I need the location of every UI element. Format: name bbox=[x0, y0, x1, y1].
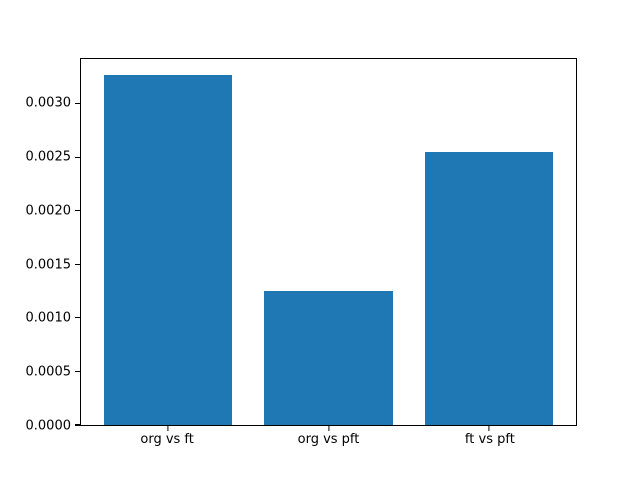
x-tick-mark bbox=[327, 426, 330, 431]
y-axis: 0.0000 0.0005 0.0010 0.0015 0.0020 0.0025 0.00… bbox=[0, 58, 72, 433]
y-tick-mark bbox=[75, 263, 80, 265]
y-tick-label: 0.0025 bbox=[25, 149, 72, 165]
bar-3 bbox=[424, 152, 554, 425]
y-tick-label: 0.0005 bbox=[25, 364, 72, 380]
bar-1 bbox=[103, 75, 233, 425]
y-tick-mark bbox=[75, 317, 80, 319]
plot-area bbox=[75, 58, 577, 431]
x-axis: org vs ft org vs pft ft vs pft bbox=[80, 431, 577, 451]
y-tick-label: 0.0010 bbox=[25, 310, 72, 326]
x-tick-mark bbox=[488, 426, 490, 431]
y-tick-label: 0.0030 bbox=[25, 95, 72, 111]
y-tick-mark bbox=[75, 424, 80, 426]
bar-2 bbox=[264, 291, 393, 425]
y-tick-mark bbox=[75, 370, 80, 372]
y-tick-mark bbox=[75, 156, 80, 158]
y-tick-label: 0.0000 bbox=[25, 418, 72, 434]
y-tick-mark bbox=[75, 210, 80, 212]
y-tick-label: 0.0015 bbox=[25, 257, 72, 273]
x-tick-label: org vs ft bbox=[140, 432, 194, 447]
y-tick-label: 0.0020 bbox=[25, 203, 72, 219]
x-tick-label: ft vs pft bbox=[464, 432, 515, 447]
y-tick-mark bbox=[75, 103, 80, 105]
x-tick-mark bbox=[167, 426, 169, 431]
x-tick-label: org vs pft bbox=[297, 432, 360, 447]
